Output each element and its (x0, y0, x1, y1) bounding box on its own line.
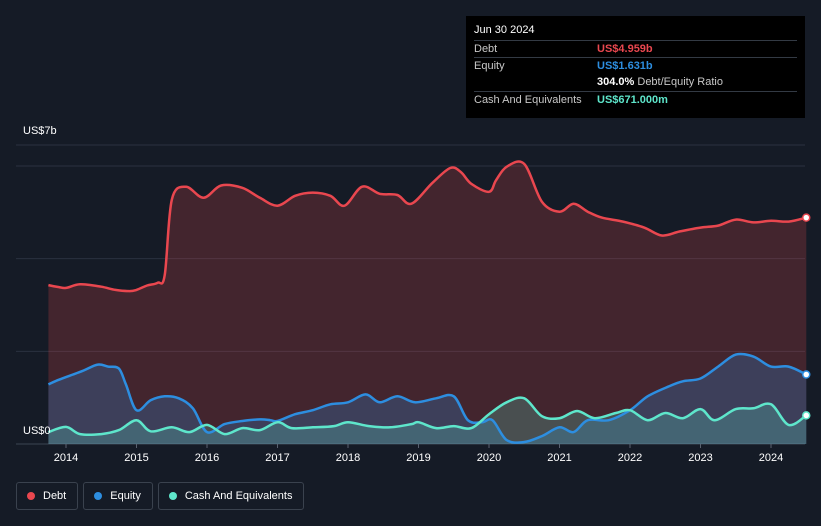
cash-dot-icon (168, 492, 177, 500)
tooltip-debt-label: Debt (474, 43, 498, 55)
chart-legend: Debt Equity Cash And Equivalents (16, 482, 309, 510)
tooltip-row-ratio: 304.0% Debt/Equity Ratio (474, 74, 797, 90)
tooltip-date: Jun 30 2024 (474, 24, 535, 36)
tooltip-row-debt: Debt US$4.959b (474, 40, 797, 57)
x-tick-label: 2021 (547, 452, 571, 464)
series-lines (47, 160, 811, 444)
x-tick-label: 2024 (759, 452, 783, 464)
debt-line (48, 160, 807, 293)
legend-debt-label: Debt (43, 490, 67, 502)
y-axis-top-label: US$7b (23, 125, 57, 137)
y-axis-bottom-label: US$0 (23, 425, 51, 437)
tooltip-row-cash: Cash And Equivalents US$671.000m (474, 91, 797, 108)
legend-equity-label: Equity (110, 490, 141, 502)
debt-end-point (802, 213, 811, 222)
tooltip-cash-label: Cash And Equivalents (474, 94, 582, 106)
legend-item-equity[interactable]: Equity (83, 482, 153, 510)
debt-dot-icon (27, 492, 35, 500)
cash-area (48, 397, 807, 444)
x-tick-label: 2019 (406, 452, 430, 464)
x-tick-label: 2015 (124, 452, 148, 464)
cash-end-point (802, 411, 811, 420)
x-tick-label: 2018 (336, 452, 360, 464)
tooltip-cash-value: US$671.000m (597, 94, 668, 106)
x-axis-ticks: 2014 2015 2016 2017 2018 2019 2020 2021 2022 2023… (54, 444, 783, 464)
x-tick-label: 2017 (265, 452, 289, 464)
debt-area (48, 161, 807, 445)
cash-line (47, 396, 807, 437)
legend-item-cash[interactable]: Cash And Equivalents (157, 482, 305, 510)
tooltip-equity-label: Equity (474, 60, 505, 72)
x-tick-label: 2023 (688, 452, 712, 464)
x-tick-label: 2016 (195, 452, 219, 464)
tooltip-ratio: 304.0% Debt/Equity Ratio (597, 76, 723, 88)
equity-dot-icon (94, 492, 103, 500)
equity-end-point (802, 370, 811, 379)
data-tooltip: Jun 30 2024 Debt US$4.959b Equity US$1.6… (466, 16, 805, 118)
legend-item-debt[interactable]: Debt (16, 482, 79, 510)
tooltip-ratio-value: 304.0% (597, 76, 635, 88)
equity-area (48, 353, 807, 444)
equity-line (47, 352, 807, 444)
grid-lines (16, 144, 805, 445)
x-tick-label: 2020 (477, 452, 501, 464)
tooltip-ratio-caption: Debt/Equity Ratio (637, 76, 723, 88)
tooltip-row-equity: Equity US$1.631b (474, 57, 797, 74)
series-areas (48, 161, 807, 445)
legend-cash-label: Cash And Equivalents (184, 490, 293, 502)
tooltip-debt-value: US$4.959b (597, 43, 653, 55)
tooltip-equity-value: US$1.631b (597, 60, 653, 72)
x-tick-label: 2014 (54, 452, 78, 464)
x-tick-label: 2022 (618, 452, 642, 464)
